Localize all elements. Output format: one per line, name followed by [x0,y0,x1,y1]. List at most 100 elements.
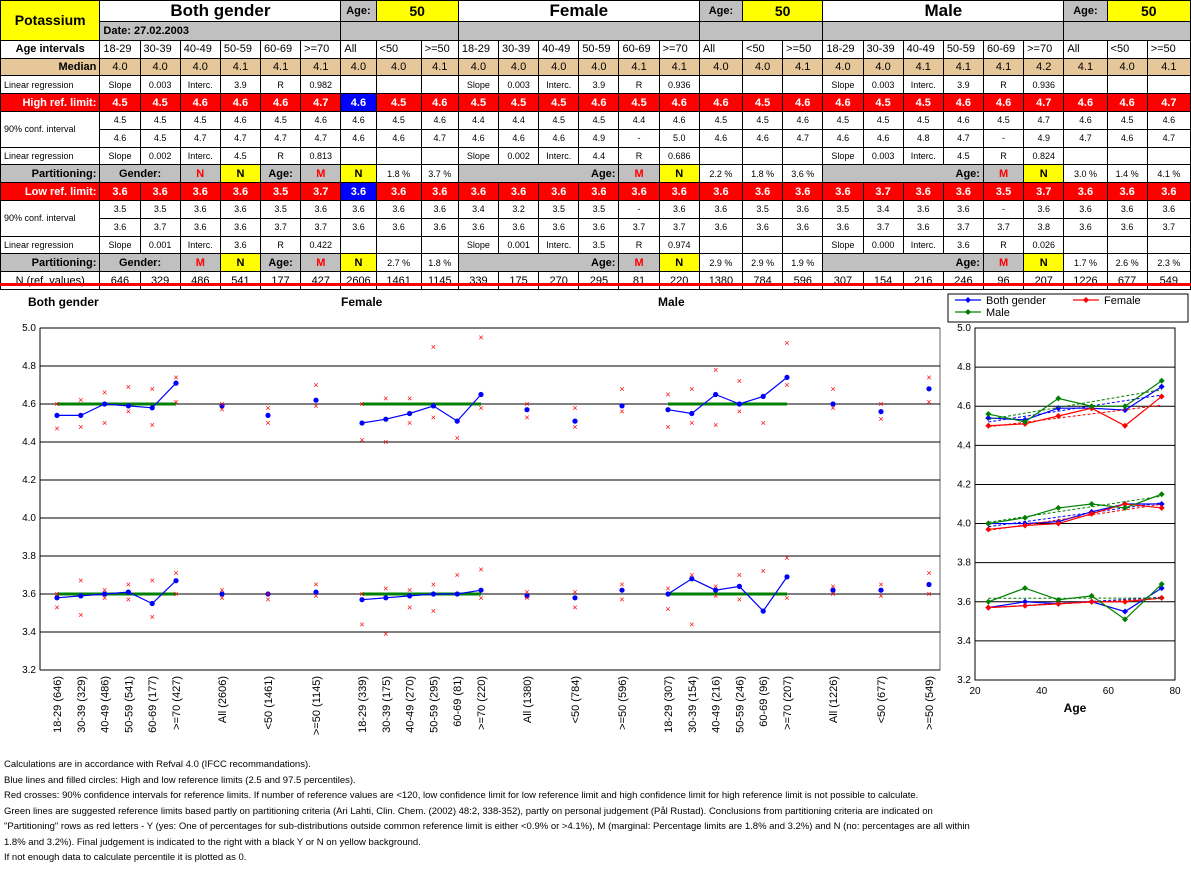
ci-cross: × [572,422,577,432]
ci-high-value: 3.6 [497,217,540,237]
ci-low-value: 3.2 [497,199,540,219]
ci-low-value: 3.4 [457,199,500,219]
ci-low-value: 4.4 [457,110,500,130]
slope-label: Slope [99,146,141,166]
ci-high-value: 3.8 [1023,217,1065,237]
ci-cross: × [431,412,436,422]
median-value: 4.0 [139,57,181,77]
age-interval: >=70 [658,39,700,59]
low-ref-limit-value: 3.6 [942,182,984,201]
trend-line [988,598,1162,609]
high-limit-line-point [572,418,578,424]
y-tick-label: 3.4 [22,627,36,638]
age-partition-flag: M [618,253,660,273]
gender-partition-flag: N [179,164,221,184]
low-ref-limit-value: 3.6 [902,182,944,201]
group-title-both: Both gender [99,0,342,22]
r-value: 0.936 [1023,75,1065,95]
blank-cell [698,75,744,95]
row-label-n: N (ref. values) [0,271,101,290]
series-point [1122,403,1128,410]
series-point [1122,501,1128,507]
low-limit-line-point [713,587,719,593]
high-ref-limit-value: 4.6 [942,93,984,112]
age-final-flag: N [1023,253,1065,273]
n-value: 541 [219,271,262,290]
n-value: 677 [1106,271,1148,290]
age-interval: 60-69 [618,39,660,59]
slope-value: 0.001 [139,235,181,255]
ci-cross: × [359,399,364,409]
series-point [1122,616,1128,623]
ci-high-value: 3.6 [457,217,500,237]
row-label-age-intervals: Age intervals [0,39,101,59]
blank-cell [1146,235,1191,255]
series-point [1088,598,1095,605]
ci-high-value: 4.6 [742,128,784,148]
ci-high-value: 4.7 [1063,128,1108,148]
low-ref-limit-value: 3.6 [822,182,864,201]
ci-cross: × [265,595,270,605]
ci-low-value: 4.6 [942,110,984,130]
high-ref-limit-value: 4.7 [1023,93,1065,112]
high-ref-limit-value: 4.5 [742,93,784,112]
ci-low-value: 4.6 [782,110,824,130]
r-label: R [260,235,302,255]
series-point [1022,418,1028,425]
high-ref-limit-value: 4.6 [260,93,302,112]
r-label: R [618,146,660,166]
ci-low-value: 3.5 [260,199,302,219]
percent-value: 1.8 % [420,253,459,273]
high-limit-line-point [265,412,271,418]
high-limit-line-point [760,393,766,399]
ci-cross: × [150,612,155,622]
age-interval: <50 [742,39,784,59]
ci-high-value: 4.5 [139,128,181,148]
median-value: 4.0 [1106,57,1148,77]
ci-low-value: 3.6 [375,199,422,219]
r-label: R [982,146,1025,166]
age-label: Age: [822,253,984,273]
age-interval: 18-29 [99,39,141,59]
ci-cross: × [619,580,624,590]
high-ref-limit-value: 4.6 [782,93,824,112]
ci-cross: × [150,384,155,394]
age-interval: 40-49 [902,39,944,59]
series-point [1088,501,1095,507]
low-limit-line-point [736,583,743,589]
ci-high-value: 3.7 [862,217,904,237]
ci-high-value: 3.6 [742,217,784,237]
high-ref-limit-value: 4.5 [538,93,580,112]
ci-low-value: 3.6 [1023,199,1065,219]
low-limit-line-point [430,591,436,597]
group-title: Female [341,295,383,309]
x-category-label: 30-39 (329) [76,676,88,733]
slope-label: Slope [99,235,141,255]
percent-value: 3.7 % [420,164,459,184]
age-value: 50 [375,0,459,22]
y-tick-label: 3.2 [22,665,36,676]
low-ref-limit-value: 3.7 [1023,182,1065,201]
age-value: 50 [742,0,824,22]
ci-cross: × [265,403,270,413]
r-label: R [260,75,302,95]
n-value: 1145 [420,271,459,290]
high-ref-limit-value: 4.7 [300,93,342,112]
gender-final-flag: N [219,164,262,184]
series-point [1022,598,1028,605]
ci-low-value: 3.6 [1063,199,1108,219]
legend-label: Female [1104,295,1141,307]
legend-box [947,293,1189,323]
ci-cross: × [455,433,460,443]
high-limit-line [361,394,482,424]
age-label: Age: [822,164,984,184]
ci-cross: × [478,564,483,574]
ci-low-value: 4.5 [538,110,580,130]
low-ref-limit-value: 3.6 [698,182,744,201]
ci-cross: × [126,580,131,590]
slope-value: 0.002 [139,146,181,166]
interc-value: 4.4 [578,146,620,166]
ci-cross: × [784,553,789,563]
row-label-conf-interval: 90% conf. interval [0,110,101,148]
